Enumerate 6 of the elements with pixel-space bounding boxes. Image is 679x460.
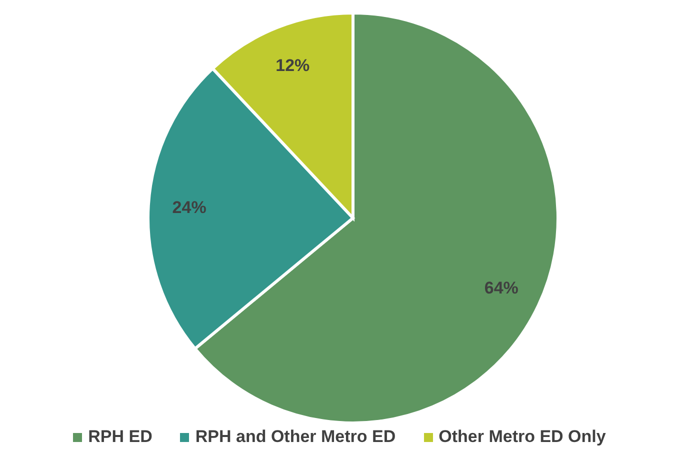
legend-label: RPH and Other Metro ED xyxy=(195,427,396,447)
data-label: 24% xyxy=(172,198,206,218)
legend-label: RPH ED xyxy=(88,427,152,447)
data-label: 12% xyxy=(276,56,310,76)
data-label: 64% xyxy=(484,278,518,298)
legend-label: Other Metro ED Only xyxy=(438,427,606,447)
